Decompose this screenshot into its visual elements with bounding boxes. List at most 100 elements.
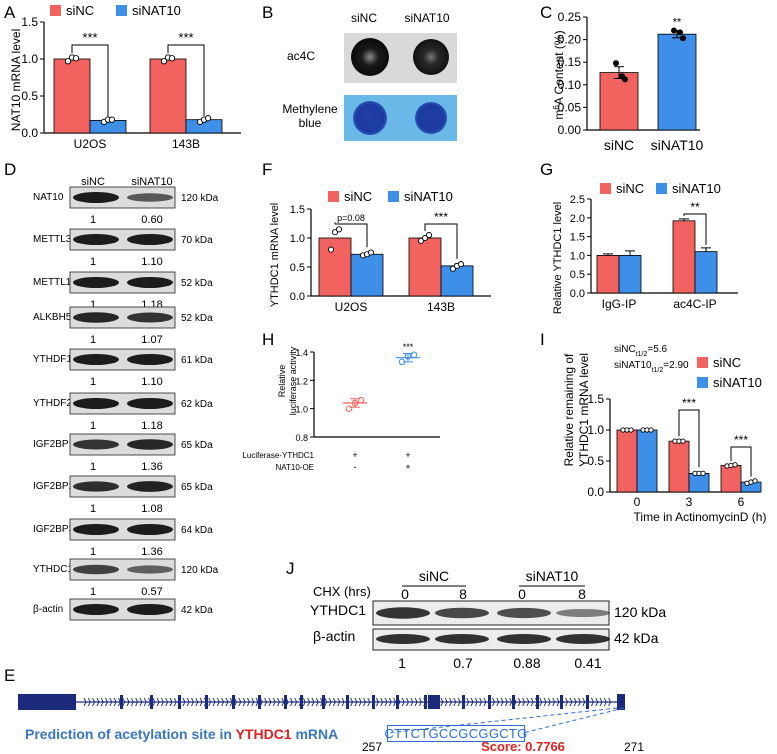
intron-mark <box>578 697 581 703</box>
intron-mark <box>393 697 397 703</box>
sequence-box: CTTCTGCCGCGGCTG <box>384 725 527 742</box>
intron-mark <box>565 701 569 707</box>
blot-strip <box>69 433 176 456</box>
intron-mark <box>363 697 366 703</box>
y-tick-label: 1.5 <box>587 392 604 406</box>
y-axis-label-line2: YTHDC1 mRNA level <box>577 353 591 467</box>
intron-mark <box>539 697 543 703</box>
blot-quant: 1.36 <box>141 546 162 558</box>
panel-label-d: D <box>4 160 16 179</box>
intron-mark <box>324 701 328 707</box>
intron-mark <box>255 697 259 703</box>
intron-mark <box>160 701 164 707</box>
intron-mark <box>470 701 474 707</box>
intron-mark <box>169 701 173 707</box>
blot-row-label: YTHDC1 <box>310 602 366 618</box>
blot-row-label: β-actin <box>313 628 355 644</box>
intron-mark <box>294 701 298 707</box>
intron-mark <box>186 701 190 707</box>
exon-block <box>346 695 349 709</box>
data-point <box>680 35 686 42</box>
intron-mark <box>350 697 354 703</box>
y-tick-label: 1.5 <box>570 232 585 244</box>
blot-band <box>127 354 173 365</box>
blot-protein-label: YTHDF2 <box>33 398 72 409</box>
intron-mark <box>509 697 513 703</box>
condition-value: + <box>352 450 357 460</box>
blot-band <box>73 354 119 365</box>
intron-mark <box>96 697 100 703</box>
blot-protein-label: METTL3 <box>33 234 72 245</box>
intron-mark <box>466 697 470 703</box>
intron-mark <box>569 697 573 703</box>
chart-f: siNC siNAT10 YTHDC1 mRNA level 0.0 0.5 1.0… <box>269 189 491 314</box>
significance-bracket <box>334 222 368 248</box>
significance-label: ** <box>673 17 682 29</box>
blot-band <box>127 524 173 535</box>
y-tick-label: 0.0 <box>587 485 604 499</box>
y-axis-label-line1: Relative remaining of <box>562 353 576 466</box>
intron-mark <box>242 701 246 707</box>
intron-mark <box>122 697 126 703</box>
data-point <box>628 427 634 433</box>
intron-mark <box>341 701 345 707</box>
intron-mark <box>595 697 599 703</box>
y-tick-label: 0.05 <box>558 100 582 114</box>
chx-label: CHX (hrs) <box>313 584 371 599</box>
y-axis-label: Relative YTHDC1 level <box>552 202 564 314</box>
intron-mark <box>229 701 233 707</box>
prediction-suffix: mRNA <box>292 726 339 742</box>
blot-protein-label: IGF2BP1 <box>33 439 75 450</box>
significance-label: *** <box>734 433 748 447</box>
panel-label-g: G <box>540 160 553 179</box>
data-point <box>367 249 375 256</box>
blot-quant: 1 <box>90 420 96 432</box>
intron-mark <box>156 701 160 707</box>
intron-mark <box>393 701 397 707</box>
intron-mark <box>406 697 409 703</box>
blot-quant: 0.57 <box>141 586 162 598</box>
intron-mark <box>212 697 216 703</box>
y-tick-label: 1.2 <box>295 376 308 386</box>
data-point <box>648 427 654 433</box>
intron-mark <box>483 697 487 703</box>
intron-mark <box>139 697 143 703</box>
exon-block <box>428 695 431 709</box>
blot-protein-label: NAT10 <box>33 192 64 203</box>
intron-mark <box>509 701 513 707</box>
blot-col-sinc: siNC <box>81 176 105 188</box>
intron-mark <box>83 697 87 703</box>
intron-mark <box>255 701 259 707</box>
intron-mark <box>504 701 508 707</box>
intron-mark <box>517 701 521 707</box>
panel-label-a: A <box>4 3 16 22</box>
exon-block <box>586 695 589 709</box>
intron-mark <box>195 701 199 707</box>
x-tick-label: ac4C-IP <box>673 297 716 311</box>
y-tick-label: 0.0 <box>21 126 38 140</box>
intron-mark <box>599 701 603 707</box>
intron-mark <box>92 697 96 703</box>
blot-band <box>73 604 119 615</box>
x-tick-label: IgG-IP <box>602 297 637 311</box>
intron-mark <box>186 697 190 703</box>
chart-g: siNC siNAT10 Relative YTHDC1 level 0.0 0.… <box>552 181 738 314</box>
data-point <box>351 399 359 407</box>
blot-protein-label: ALKBH5 <box>33 312 72 323</box>
y-tick-label: 0.0 <box>290 291 305 303</box>
intron-mark <box>479 701 483 707</box>
intron-mark <box>599 697 603 703</box>
intron-mark <box>246 697 250 703</box>
exon-block <box>178 695 181 709</box>
bar-sinc <box>408 237 442 297</box>
intron-mark <box>328 697 332 703</box>
intron-mark <box>268 697 272 703</box>
bar-sinc <box>720 464 742 493</box>
intron-mark <box>191 697 194 703</box>
exon-block <box>232 695 235 709</box>
y-tick-label: 1.0 <box>21 52 38 66</box>
blot-protein-label: β-actin <box>33 604 63 615</box>
chart-i: Relative remaining of YTHDC1 mRNA level … <box>562 344 766 524</box>
blot-band <box>127 565 173 574</box>
intron-mark <box>590 697 594 703</box>
